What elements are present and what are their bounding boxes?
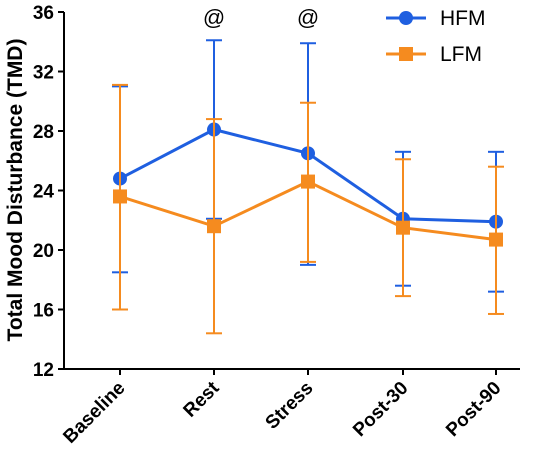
- legend-marker: [399, 47, 413, 61]
- y-tick-label: 28: [33, 122, 54, 143]
- axes: 12 16 20 24 28 32 36 Baseline Rest Stress Post-30 P…: [33, 3, 520, 448]
- legend-label: HFM: [440, 7, 486, 30]
- legend: HFM LFM: [386, 7, 486, 66]
- legend-label: LFM: [440, 43, 482, 66]
- series-layer: [112, 39, 504, 335]
- x-tick-label: Post-90: [442, 378, 505, 441]
- data-point: [207, 219, 221, 234]
- data-point: [113, 189, 127, 204]
- data-point: [396, 220, 410, 235]
- data-point: [301, 174, 315, 189]
- y-tick-label: 24: [33, 182, 55, 203]
- y-tick-label: 20: [33, 241, 54, 262]
- y-tick-label: 32: [33, 63, 54, 84]
- significance-marker: @: [297, 5, 319, 30]
- y-tick-label: 16: [33, 301, 54, 322]
- x-tick-label: Stress: [262, 378, 318, 434]
- x-tick-label: Baseline: [59, 378, 129, 448]
- legend-marker: [399, 11, 413, 25]
- y-tick-label: 12: [33, 360, 54, 381]
- y-axis-label: Total Mood Disturbance (TMD): [4, 39, 27, 342]
- series-lfm: [112, 83, 504, 335]
- annotations: @ @: [203, 5, 319, 30]
- significance-marker: @: [203, 5, 225, 30]
- x-tick-label: Post-30: [349, 378, 412, 441]
- x-tick-label: Rest: [180, 377, 224, 421]
- y-tick-label: 36: [33, 3, 54, 24]
- data-point: [489, 232, 503, 247]
